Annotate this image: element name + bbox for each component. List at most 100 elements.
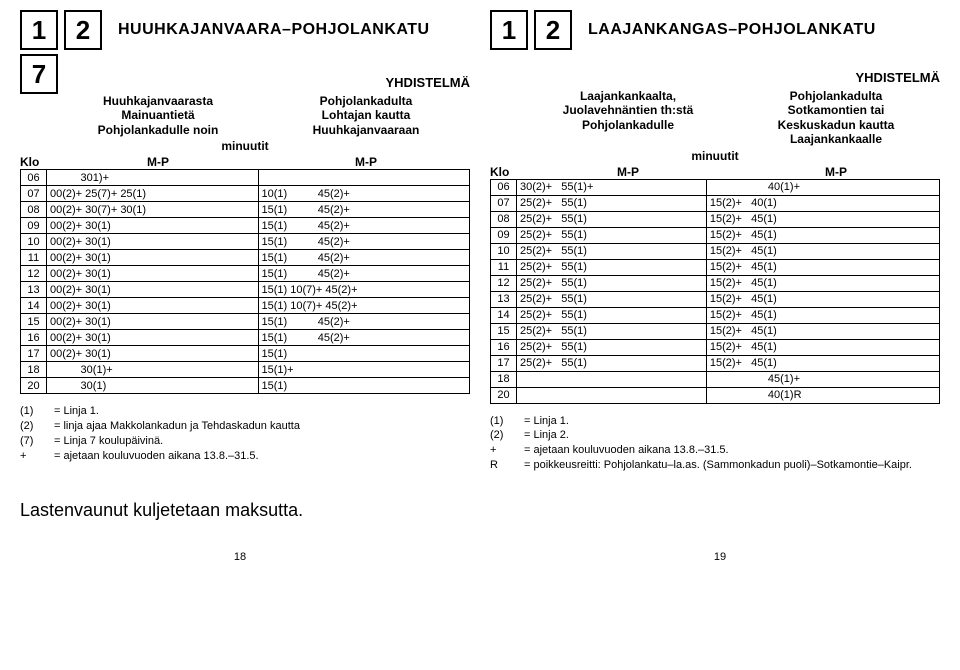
table-row: 1700(2)+ 30(1)15(1): [21, 346, 470, 362]
legend-key: (1): [20, 404, 54, 419]
mp-row-right: Klo M-P M-P: [490, 165, 940, 179]
legend-value: = ajetaan kouluvuoden aikana 13.8.–31.5.: [524, 443, 729, 458]
dir1-cell: 00(2)+ 30(7)+ 30(1): [47, 202, 259, 218]
legend-value: = Linja 7 koulupäivinä.: [54, 434, 163, 449]
route-title-left: HUUHKAJANVAARA–POHJOLANKATU: [118, 21, 430, 39]
table-row: 1500(2)+ 30(1)15(1) 45(2)+: [21, 314, 470, 330]
dir1-cell: 00(2)+ 30(1): [47, 266, 259, 282]
hour-cell: 20: [491, 387, 517, 403]
table-row: 1400(2)+ 30(1)15(1) 10(7)+ 45(2)+: [21, 298, 470, 314]
direction-headers-left: Huuhkajanvaarasta Mainuantietä Pohjolank…: [20, 94, 470, 137]
legend-key: +: [20, 449, 54, 464]
combo-label-right: YHDISTELMÄ: [490, 70, 940, 85]
dir2-cell: 15(2)+ 45(1): [706, 227, 939, 243]
table-row: 1425(2)+ 55(1)15(2)+ 45(1): [491, 307, 940, 323]
mp-label-1: M-P: [54, 155, 262, 169]
table-row: 0630(2)+ 55(1)+ 40(1)+: [491, 179, 940, 195]
hour-cell: 06: [491, 179, 517, 195]
dir1-cell: 25(2)+ 55(1): [517, 307, 707, 323]
left-panel: 1 2 HUUHKAJANVAARA–POHJOLANKATU 7 YHDIST…: [20, 10, 470, 521]
dir1-cell: 301)+: [47, 170, 259, 186]
hour-cell: 12: [491, 275, 517, 291]
hour-cell: 10: [491, 243, 517, 259]
legend-value: = Linja 2.: [524, 428, 569, 443]
legend-key: (2): [490, 428, 524, 443]
table-row: 1325(2)+ 55(1)15(2)+ 45(1): [491, 291, 940, 307]
dir1-cell: 00(2)+ 30(1): [47, 250, 259, 266]
legend-value: = ajetaan kouluvuoden aikana 13.8.–31.5.: [54, 449, 259, 464]
hour-cell: 15: [21, 314, 47, 330]
table-row: 0725(2)+ 55(1)15(2)+ 40(1): [491, 195, 940, 211]
page-numbers: 18 19: [0, 551, 960, 563]
hour-cell: 16: [21, 330, 47, 346]
mp-label-r1: M-P: [524, 165, 732, 179]
dir1-cell: 00(2)+ 25(7)+ 25(1): [47, 186, 259, 202]
table-row: 0825(2)+ 55(1)15(2)+ 45(1): [491, 211, 940, 227]
table-row: 1725(2)+ 55(1)15(2)+ 45(1): [491, 355, 940, 371]
legend-value: = Linja 1.: [524, 414, 569, 429]
dir1-cell: 25(2)+ 55(1): [517, 291, 707, 307]
hour-cell: 08: [21, 202, 47, 218]
dir1-left: Huuhkajanvaarasta Mainuantietä Pohjolank…: [54, 94, 262, 137]
legend-key: (2): [20, 419, 54, 434]
dir2-cell: 15(1) 45(2)+: [258, 202, 470, 218]
stroller-notice: Lastenvaunut kuljetetaan maksutta.: [20, 500, 470, 521]
dir1-cell: 00(2)+ 30(1): [47, 234, 259, 250]
legend-row: += ajetaan kouluvuoden aikana 13.8.–31.5…: [490, 443, 940, 458]
dir2-cell: 15(2)+ 45(1): [706, 323, 939, 339]
legend-row: (2)= linja ajaa Makkolankadun ja Tehdask…: [20, 419, 470, 434]
dir2-cell: 15(2)+ 45(1): [706, 211, 939, 227]
dir2-cell: 15(2)+ 45(1): [706, 243, 939, 259]
legend-row: (2)= Linja 2.: [490, 428, 940, 443]
dir2-cell: 15(2)+ 45(1): [706, 307, 939, 323]
hour-cell: 08: [491, 211, 517, 227]
legend-key: (1): [490, 414, 524, 429]
left-route-header: 1 2 HUUHKAJANVAARA–POHJOLANKATU: [20, 10, 470, 50]
hour-cell: 18: [21, 362, 47, 378]
table-row: 06 301)+: [21, 170, 470, 186]
dir2-cell: 15(2)+ 40(1): [706, 195, 939, 211]
legend-right: (1)= Linja 1.(2)= Linja 2.+= ajetaan kou…: [490, 414, 940, 473]
dir2-right: Pohjolankadulta Sotkamontien tai Keskusk…: [732, 89, 940, 147]
dir2-cell: 15(2)+ 45(1): [706, 355, 939, 371]
dir1-cell: 00(2)+ 30(1): [47, 314, 259, 330]
hour-cell: 14: [21, 298, 47, 314]
table-row: 1525(2)+ 55(1)15(2)+ 45(1): [491, 323, 940, 339]
dir2-cell: 15(1) 45(2)+: [258, 250, 470, 266]
table-row: 1300(2)+ 30(1)15(1) 10(7)+ 45(2)+: [21, 282, 470, 298]
dir2-cell: 15(1) 45(2)+: [258, 218, 470, 234]
dir1-cell: 25(2)+ 55(1): [517, 323, 707, 339]
dir1-cell: 00(2)+ 30(1): [47, 330, 259, 346]
legend-key: R: [490, 458, 524, 473]
hour-cell: 13: [491, 291, 517, 307]
dir2-cell: 15(2)+ 45(1): [706, 259, 939, 275]
dir2-cell: 15(1)+: [258, 362, 470, 378]
table-row: 18 30(1)+15(1)+: [21, 362, 470, 378]
dir2-cell: 15(2)+ 45(1): [706, 291, 939, 307]
dir1-cell: 30(1): [47, 378, 259, 394]
table-row: 1000(2)+ 30(1)15(1) 45(2)+: [21, 234, 470, 250]
hour-cell: 20: [21, 378, 47, 394]
table-row: 0900(2)+ 30(1)15(1) 45(2)+: [21, 218, 470, 234]
timetable-right: 0630(2)+ 55(1)+ 40(1)+0725(2)+ 55(1)15(2…: [490, 179, 940, 404]
table-row: 0800(2)+ 30(7)+ 30(1)15(1) 45(2)+: [21, 202, 470, 218]
hour-cell: 07: [491, 195, 517, 211]
dir1-cell: [517, 387, 707, 403]
timetable-left: 06 301)+0700(2)+ 25(7)+ 25(1)10(1) 45(2)…: [20, 169, 470, 394]
table-row: 20 30(1)15(1): [21, 378, 470, 394]
hour-cell: 15: [491, 323, 517, 339]
legend-key: (7): [20, 434, 54, 449]
table-row: 1200(2)+ 30(1)15(1) 45(2)+: [21, 266, 470, 282]
dir1-cell: 25(2)+ 55(1): [517, 355, 707, 371]
combo-label-left: YHDISTELMÄ: [58, 75, 470, 90]
table-row: 1225(2)+ 55(1)15(2)+ 45(1): [491, 275, 940, 291]
klo-label: Klo: [20, 155, 54, 169]
minutes-label-left: minuutit: [20, 139, 470, 153]
route-box-r1: 1: [490, 10, 528, 50]
page-num-left: 18: [234, 551, 246, 563]
dir2-cell: 15(1) 45(2)+: [258, 234, 470, 250]
hour-cell: 17: [491, 355, 517, 371]
route-box-2: 2: [64, 10, 102, 50]
dir1-cell: 30(2)+ 55(1)+: [517, 179, 707, 195]
dir2-cell: 15(1): [258, 346, 470, 362]
